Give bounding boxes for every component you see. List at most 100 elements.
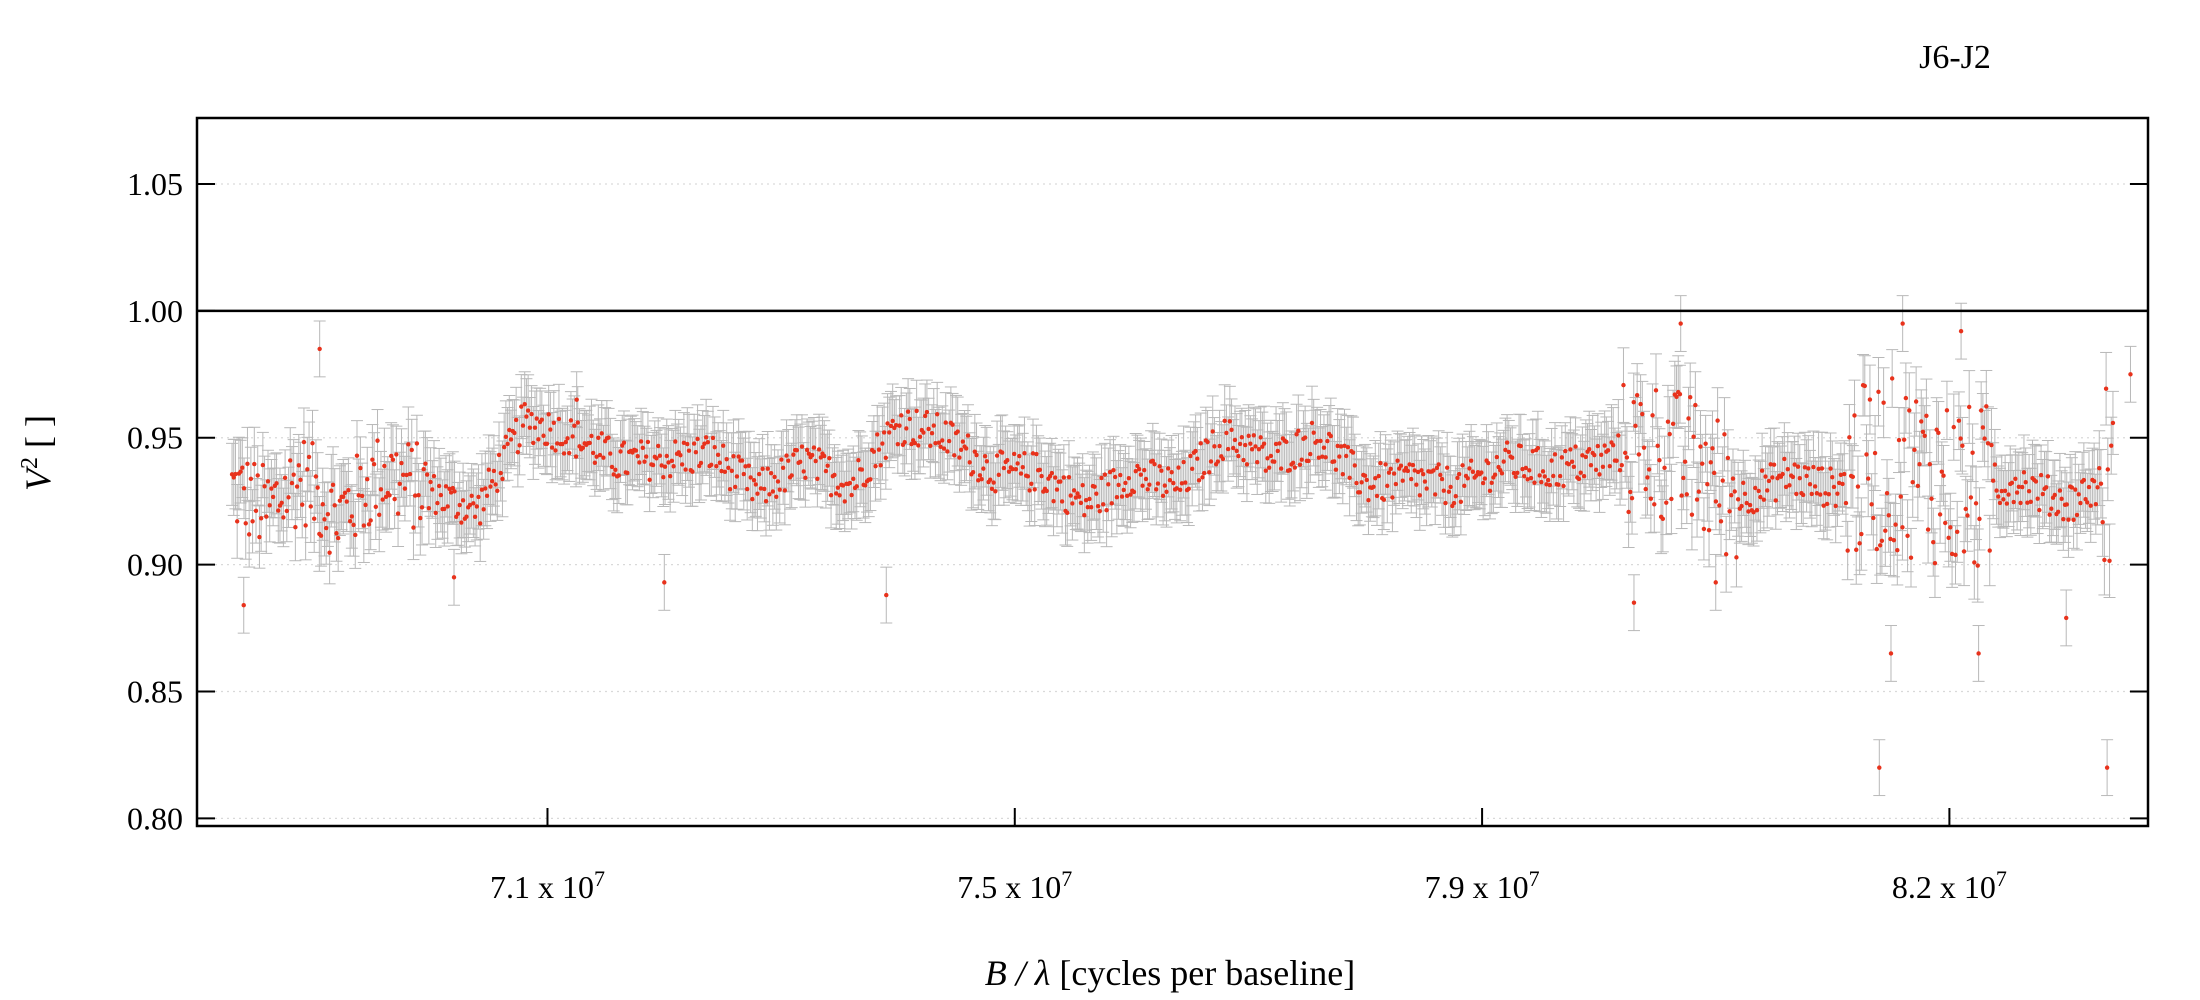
- data-point: [310, 441, 315, 446]
- data-point: [1881, 400, 1886, 405]
- data-point: [1176, 465, 1181, 470]
- data-point: [1669, 496, 1674, 502]
- data-point: [525, 408, 531, 413]
- data-point: [1634, 393, 1640, 398]
- data-point: [686, 448, 692, 453]
- y-tick-label: 1.05: [127, 166, 183, 202]
- data-point: [438, 492, 444, 498]
- data-point: [871, 449, 877, 454]
- data-point: [1619, 462, 1624, 468]
- data-point: [495, 488, 500, 494]
- data-point: [833, 491, 839, 496]
- data-point: [823, 468, 829, 474]
- data-point: [370, 457, 375, 462]
- data-point: [654, 456, 659, 461]
- x-ticks: 7.1 x 107 7.5 x 107 7.9 x 107 8.2 x 107: [490, 808, 2007, 905]
- data-point: [1523, 465, 1529, 471]
- data-point: [1797, 476, 1802, 481]
- data-point: [294, 484, 300, 489]
- data-point: [1444, 465, 1450, 470]
- data-point: [1395, 458, 1400, 463]
- data-point: [241, 603, 246, 608]
- data-point: [1287, 467, 1292, 473]
- data-point: [2001, 497, 2006, 502]
- data-point: [1929, 496, 1934, 501]
- data-point: [993, 489, 998, 494]
- data-point: [2061, 516, 2066, 522]
- data-point: [1907, 408, 1912, 413]
- data-point: [262, 484, 267, 489]
- data-point: [1284, 439, 1289, 445]
- data-point: [1616, 433, 1621, 438]
- data-point: [1439, 476, 1445, 482]
- data-point: [934, 412, 940, 417]
- data-point: [2002, 488, 2008, 494]
- data-point: [1571, 464, 1577, 469]
- data-point: [1107, 469, 1113, 475]
- data-point: [1842, 471, 1847, 477]
- data-point: [1732, 489, 1737, 494]
- data-point: [561, 451, 567, 456]
- data-point: [739, 458, 745, 463]
- data-point: [563, 439, 568, 445]
- data-point: [1160, 493, 1166, 499]
- data-point: [1518, 443, 1523, 449]
- data-point: [489, 478, 495, 484]
- data-point: [2055, 509, 2061, 515]
- data-point: [1725, 455, 1731, 461]
- data-point: [885, 421, 890, 426]
- data-point: [1976, 651, 1981, 656]
- data-point: [693, 450, 699, 455]
- data-point: [1705, 482, 1710, 487]
- data-point: [289, 480, 295, 486]
- data-point: [1869, 502, 1874, 507]
- data-point: [1975, 563, 1980, 568]
- data-point: [1713, 580, 1718, 585]
- data-point: [621, 440, 627, 445]
- data-point: [351, 522, 356, 528]
- data-point: [1694, 497, 1700, 502]
- data-point: [837, 493, 842, 498]
- data-point: [409, 447, 414, 453]
- data-point: [1347, 475, 1352, 481]
- data-point: [1255, 460, 1260, 465]
- data-point: [2097, 465, 2102, 471]
- data-point: [281, 515, 286, 520]
- data-point: [481, 507, 486, 512]
- data-point: [2014, 490, 2020, 495]
- data-point: [2128, 372, 2133, 377]
- data-point: [496, 452, 502, 458]
- data-point: [387, 493, 392, 498]
- data-point: [1628, 489, 1633, 495]
- data-point: [1900, 321, 1905, 326]
- data-point: [1734, 555, 1739, 560]
- data-point: [1503, 447, 1508, 453]
- data-point: [1819, 466, 1825, 471]
- data-point: [786, 458, 791, 463]
- data-point: [734, 474, 740, 479]
- data-point: [1691, 434, 1696, 439]
- data-point: [710, 435, 716, 441]
- data-point: [265, 479, 271, 484]
- data-point: [1877, 543, 1883, 548]
- data-point: [555, 441, 560, 446]
- data-point: [685, 441, 690, 447]
- data-point: [1578, 470, 1583, 475]
- data-point: [625, 470, 630, 476]
- data-point: [1547, 482, 1553, 488]
- data-point: [442, 506, 447, 512]
- data-point: [822, 453, 827, 459]
- data-point: [642, 459, 647, 464]
- data-point: [2091, 478, 2097, 484]
- y-tick-label: 0.80: [127, 800, 183, 836]
- data-point: [1205, 439, 1210, 445]
- data-point: [1539, 479, 1544, 485]
- data-point: [491, 468, 497, 474]
- data-point: [1309, 420, 1315, 426]
- data-point: [293, 524, 298, 530]
- data-point: [1051, 499, 1056, 504]
- data-point: [366, 522, 372, 527]
- data-point: [1888, 651, 1894, 656]
- data-point: [1431, 468, 1436, 473]
- data-point: [1210, 429, 1215, 434]
